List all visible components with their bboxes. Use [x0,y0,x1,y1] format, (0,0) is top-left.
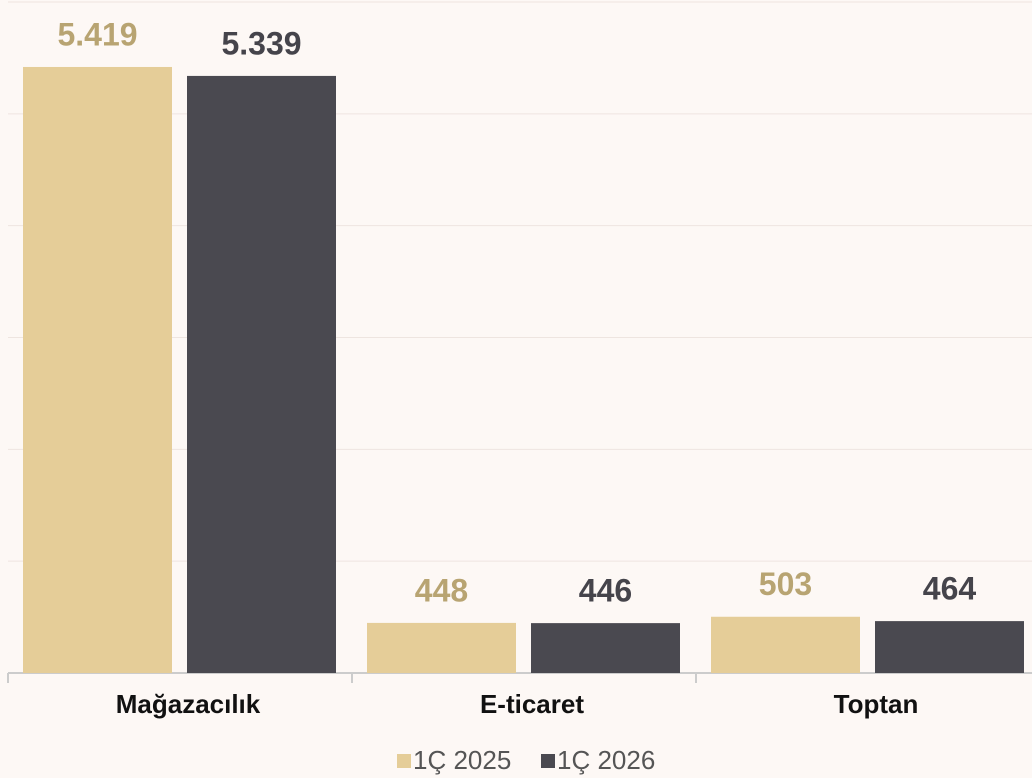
value-label: 503 [759,566,812,602]
legend-label: 1Ç 2026 [557,745,655,775]
legend-label: 1Ç 2025 [413,745,511,775]
value-label: 5.419 [57,16,137,52]
value-label: 464 [923,571,977,607]
legend-swatch [397,754,411,768]
bar [875,621,1024,673]
x-tick-label: Toptan [834,689,919,719]
value-label: 448 [415,572,468,608]
value-label: 446 [579,573,632,609]
bar [23,66,172,674]
bar [187,75,336,674]
x-tick-label: Mağazacılık [116,689,261,719]
value-label: 5.339 [221,25,301,61]
x-tick-label: E-ticaret [480,689,584,719]
bar [531,623,680,673]
legend-swatch [541,754,555,768]
bar [711,616,860,673]
bar [367,622,516,673]
